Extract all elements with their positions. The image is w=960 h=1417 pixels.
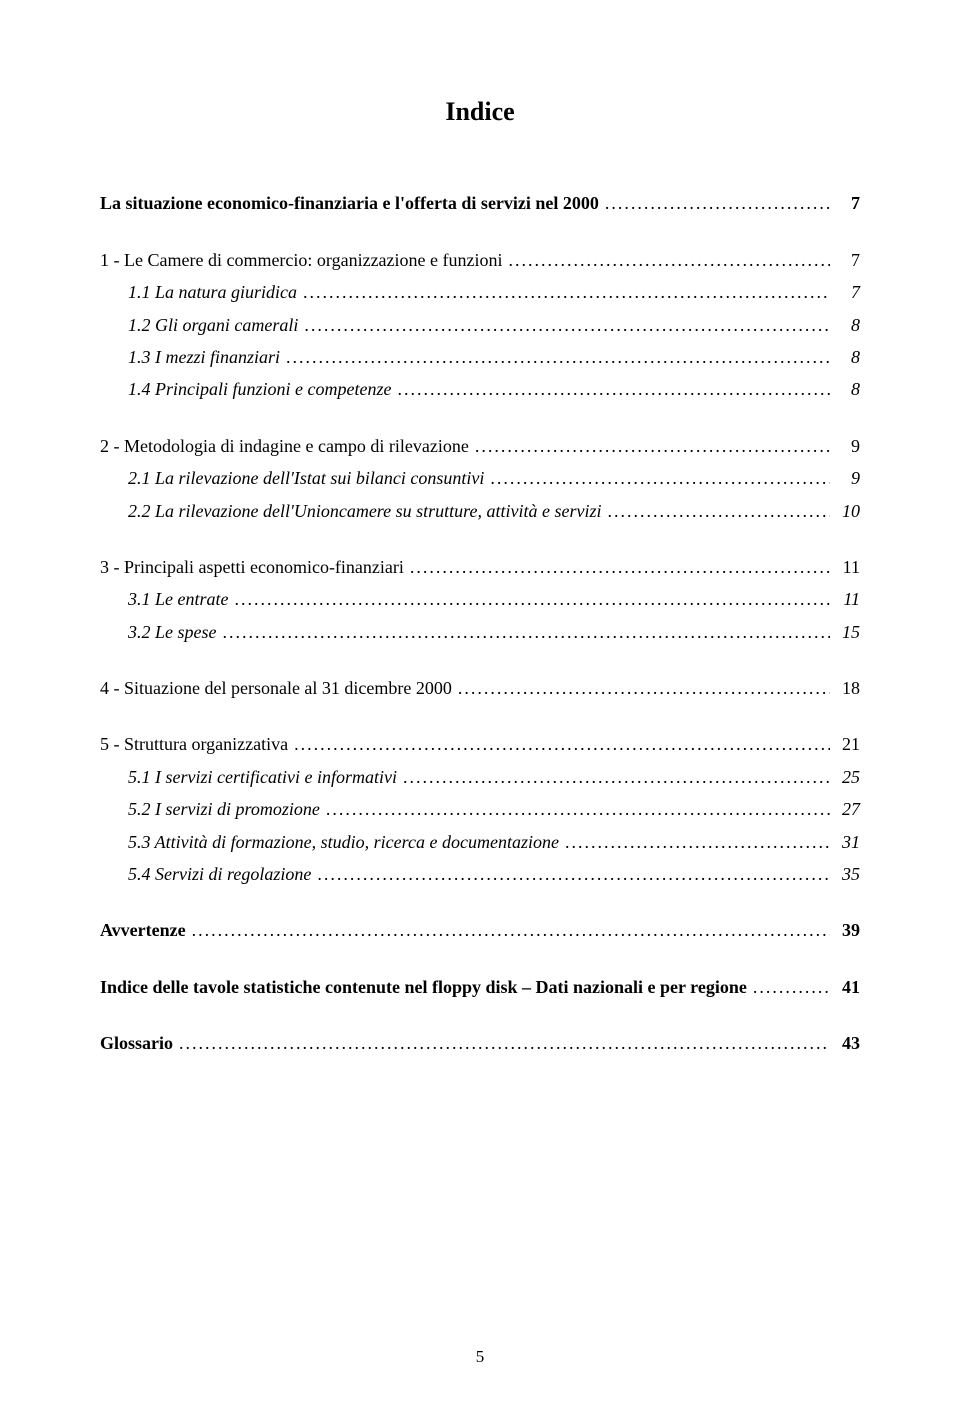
toc-entry-label: 2.1 La rilevazione dell'Istat sui bilanc… <box>128 462 484 494</box>
toc-leader-dots <box>490 462 830 494</box>
toc-entry-label: 3 - Principali aspetti economico-finanzi… <box>100 551 404 583</box>
toc-entry-page: 8 <box>836 309 860 341</box>
toc-entry-page: 27 <box>836 793 860 825</box>
toc-entry-page: 10 <box>836 495 860 527</box>
toc-entry-page: 25 <box>836 761 860 793</box>
toc-leader-dots <box>294 728 830 760</box>
toc-entry-page: 8 <box>836 341 860 373</box>
toc-leader-dots <box>509 244 831 276</box>
toc-leader-dots <box>317 858 830 890</box>
toc-entry-page: 35 <box>836 858 860 890</box>
toc-entry-label: 1.4 Principali funzioni e competenze <box>128 373 391 405</box>
page-number: 5 <box>0 1347 960 1367</box>
toc-leader-dots <box>607 495 830 527</box>
toc-entry: Glossario 43 <box>100 1027 860 1059</box>
toc-leader-dots <box>223 616 831 648</box>
toc-entry-page: 43 <box>836 1027 860 1059</box>
toc-entry-label: 1.3 I mezzi finanziari <box>128 341 280 373</box>
toc-entry-page: 15 <box>836 616 860 648</box>
toc-entry: 1.4 Principali funzioni e competenze 8 <box>100 373 860 405</box>
toc-leader-dots <box>326 793 830 825</box>
toc-entry-label: 1.2 Gli organi camerali <box>128 309 298 341</box>
toc-entry-label: 2.2 La rilevazione dell'Unioncamere su s… <box>128 495 601 527</box>
toc-entry: 1.2 Gli organi camerali 8 <box>100 309 860 341</box>
toc-leader-dots <box>179 1027 830 1059</box>
toc-entry: 3 - Principali aspetti economico-finanzi… <box>100 551 860 583</box>
toc-entry-page: 39 <box>836 914 860 946</box>
toc-entry: 1 - Le Camere di commercio: organizzazio… <box>100 244 860 276</box>
toc-leader-dots <box>286 341 830 373</box>
toc-leader-dots <box>397 373 830 405</box>
page-title: Indice <box>100 97 860 127</box>
toc-entry-label: 5.1 I servizi certificativi e informativ… <box>128 761 397 793</box>
toc-entry: 5.2 I servizi di promozione 27 <box>100 793 860 825</box>
toc-entry-label: 5.3 Attività di formazione, studio, rice… <box>128 826 559 858</box>
toc-entry-label: Glossario <box>100 1027 173 1059</box>
toc-leader-dots <box>475 430 830 462</box>
toc-leader-dots <box>403 761 830 793</box>
toc-entry-label: 5 - Struttura organizzativa <box>100 728 288 760</box>
page-container: Indice La situazione economico-finanziar… <box>0 0 960 1417</box>
toc-entry-page: 21 <box>836 728 860 760</box>
toc-entry-label: 5.2 I servizi di promozione <box>128 793 320 825</box>
toc-entry-page: 31 <box>836 826 860 858</box>
toc-leader-dots <box>605 187 830 219</box>
toc-entry-label: La situazione economico-finanziaria e l'… <box>100 187 599 219</box>
toc-entry-label: Avvertenze <box>100 914 186 946</box>
toc-entry: 3.1 Le entrate 11 <box>100 583 860 615</box>
toc-entry: 2.1 La rilevazione dell'Istat sui bilanc… <box>100 462 860 494</box>
toc-entry-page: 11 <box>836 583 860 615</box>
toc-entry: 2 - Metodologia di indagine e campo di r… <box>100 430 860 462</box>
toc-entry-page: 9 <box>836 462 860 494</box>
toc-leader-dots <box>565 826 830 858</box>
toc-leader-dots <box>192 914 830 946</box>
toc-entry: Avvertenze 39 <box>100 914 860 946</box>
toc-entry-label: 4 - Situazione del personale al 31 dicem… <box>100 672 452 704</box>
toc-entry: 1.1 La natura giuridica 7 <box>100 276 860 308</box>
toc-entry-page: 7 <box>836 187 860 219</box>
toc-entry-label: 5.4 Servizi di regolazione <box>128 858 311 890</box>
toc-entry: 3.2 Le spese 15 <box>100 616 860 648</box>
toc-entry: Indice delle tavole statistiche contenut… <box>100 971 860 1003</box>
toc-leader-dots <box>410 551 830 583</box>
toc-entry-label: 1 - Le Camere di commercio: organizzazio… <box>100 244 503 276</box>
toc-entry-page: 18 <box>836 672 860 704</box>
toc-entry-label: 2 - Metodologia di indagine e campo di r… <box>100 430 469 462</box>
toc-entry-page: 7 <box>836 244 860 276</box>
toc-entry: 4 - Situazione del personale al 31 dicem… <box>100 672 860 704</box>
toc-leader-dots <box>753 971 830 1003</box>
toc-entry-label: 3.2 Le spese <box>128 616 217 648</box>
toc-entry-page: 9 <box>836 430 860 462</box>
toc-entry: 5.1 I servizi certificativi e informativ… <box>100 761 860 793</box>
toc-leader-dots <box>303 276 830 308</box>
toc-entry-label: 1.1 La natura giuridica <box>128 276 297 308</box>
toc-entry: 5 - Struttura organizzativa 21 <box>100 728 860 760</box>
toc-leader-dots <box>458 672 830 704</box>
toc-leader-dots <box>304 309 830 341</box>
toc-entry-label: Indice delle tavole statistiche contenut… <box>100 971 747 1003</box>
toc-entry-label: 3.1 Le entrate <box>128 583 229 615</box>
toc-entry-page: 7 <box>836 276 860 308</box>
toc-entry: 2.2 La rilevazione dell'Unioncamere su s… <box>100 495 860 527</box>
toc-entry-page: 41 <box>836 971 860 1003</box>
toc-entry-page: 8 <box>836 373 860 405</box>
toc-leader-dots <box>235 583 831 615</box>
toc-entry: 5.3 Attività di formazione, studio, rice… <box>100 826 860 858</box>
toc-entry: 1.3 I mezzi finanziari 8 <box>100 341 860 373</box>
toc-list: La situazione economico-finanziaria e l'… <box>100 187 860 1059</box>
toc-entry: 5.4 Servizi di regolazione 35 <box>100 858 860 890</box>
toc-entry-page: 11 <box>836 551 860 583</box>
toc-entry: La situazione economico-finanziaria e l'… <box>100 187 860 219</box>
